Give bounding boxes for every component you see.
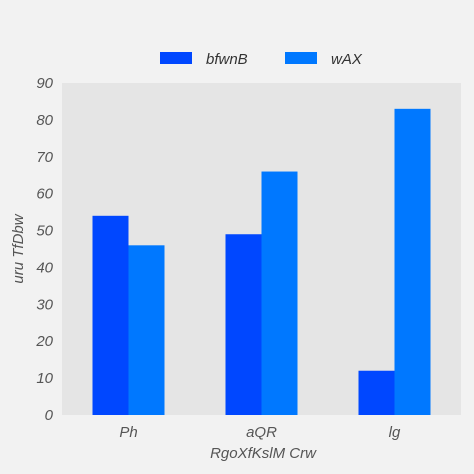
bar-wAX-lg xyxy=(394,108,431,416)
x-axis-ticks: Ph aQR lg xyxy=(119,424,401,441)
legend-swatch-bfwnB xyxy=(160,52,192,64)
x-tick-label: lg xyxy=(389,424,401,441)
y-tick-label: 0 xyxy=(45,407,54,424)
bar-bfwnB-lg xyxy=(358,370,395,415)
y-tick-label: 80 xyxy=(36,112,53,129)
y-axis-ticks: 0 10 20 30 40 50 60 70 80 90 xyxy=(35,75,53,424)
x-tick-label: aQR xyxy=(246,424,277,441)
y-tick-label: 50 xyxy=(36,223,53,240)
legend: bfwnB wAX xyxy=(160,51,363,68)
bar-wAX-Ph xyxy=(128,245,165,415)
x-tick-label: Ph xyxy=(119,424,137,441)
legend-label-wAX: wAX xyxy=(331,51,363,68)
y-tick-label: 90 xyxy=(36,75,53,92)
legend-label-bfwnB: bfwnB xyxy=(206,51,248,68)
y-tick-label: 40 xyxy=(36,259,53,276)
y-tick-label: 10 xyxy=(36,370,53,387)
bar-bfwnB-Ph xyxy=(92,215,129,415)
x-axis-title: RgoXfKslM Crw xyxy=(210,445,317,462)
bar-wAX-aQR xyxy=(261,171,298,415)
y-axis-title: uru TfDbw xyxy=(10,213,27,283)
y-tick-label: 60 xyxy=(36,186,53,203)
y-tick-label: 20 xyxy=(35,333,53,350)
bar-bfwnB-aQR xyxy=(225,234,262,415)
bars-group xyxy=(92,108,431,416)
y-tick-label: 70 xyxy=(36,149,53,166)
y-tick-label: 30 xyxy=(36,296,53,313)
legend-swatch-wAX xyxy=(285,52,317,64)
